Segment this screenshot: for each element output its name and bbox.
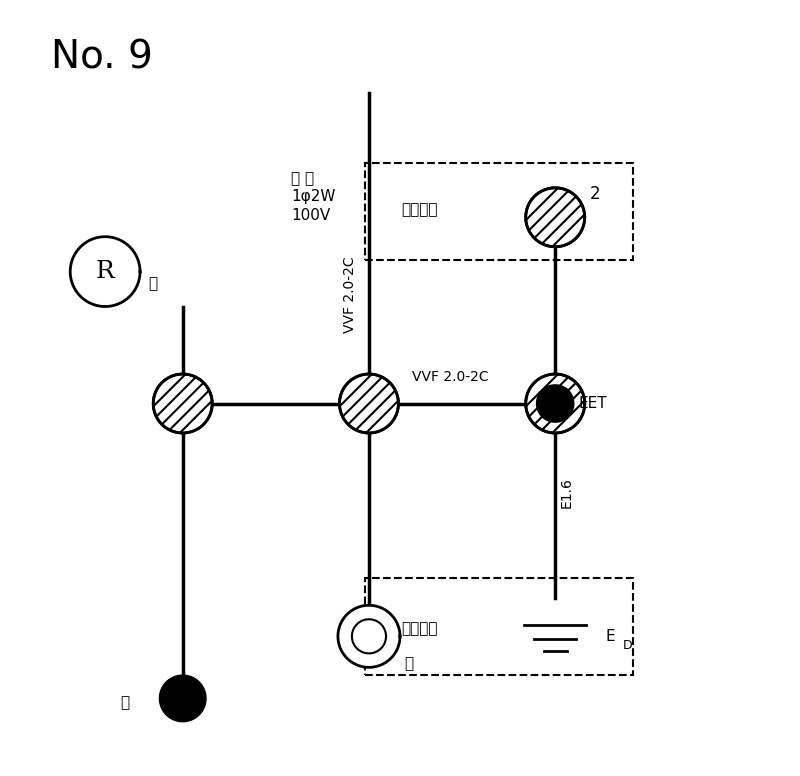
Text: R: R (96, 260, 114, 283)
Text: 施工省略: 施工省略 (401, 621, 438, 636)
Polygon shape (526, 188, 585, 247)
Text: 電 源
1φ2W
100V: 電 源 1φ2W 100V (291, 171, 336, 223)
Text: E1.6: E1.6 (560, 477, 574, 508)
Polygon shape (154, 374, 212, 433)
Polygon shape (70, 237, 140, 307)
Text: E: E (606, 629, 615, 644)
Text: 施工省略: 施工省略 (401, 202, 438, 217)
Text: VVF 2.0-2C: VVF 2.0-2C (342, 257, 357, 333)
Polygon shape (338, 605, 400, 667)
Text: イ: イ (148, 275, 157, 291)
Text: イ: イ (121, 695, 130, 710)
Text: 2: 2 (590, 185, 601, 203)
Text: イ: イ (404, 656, 413, 671)
Text: No. 9: No. 9 (51, 39, 153, 77)
Polygon shape (526, 374, 585, 433)
Polygon shape (339, 374, 398, 433)
Text: EET: EET (578, 396, 607, 411)
Polygon shape (159, 675, 206, 722)
Text: D: D (622, 639, 632, 652)
Text: VVF 2.0-2C: VVF 2.0-2C (412, 370, 489, 384)
Polygon shape (537, 385, 574, 422)
